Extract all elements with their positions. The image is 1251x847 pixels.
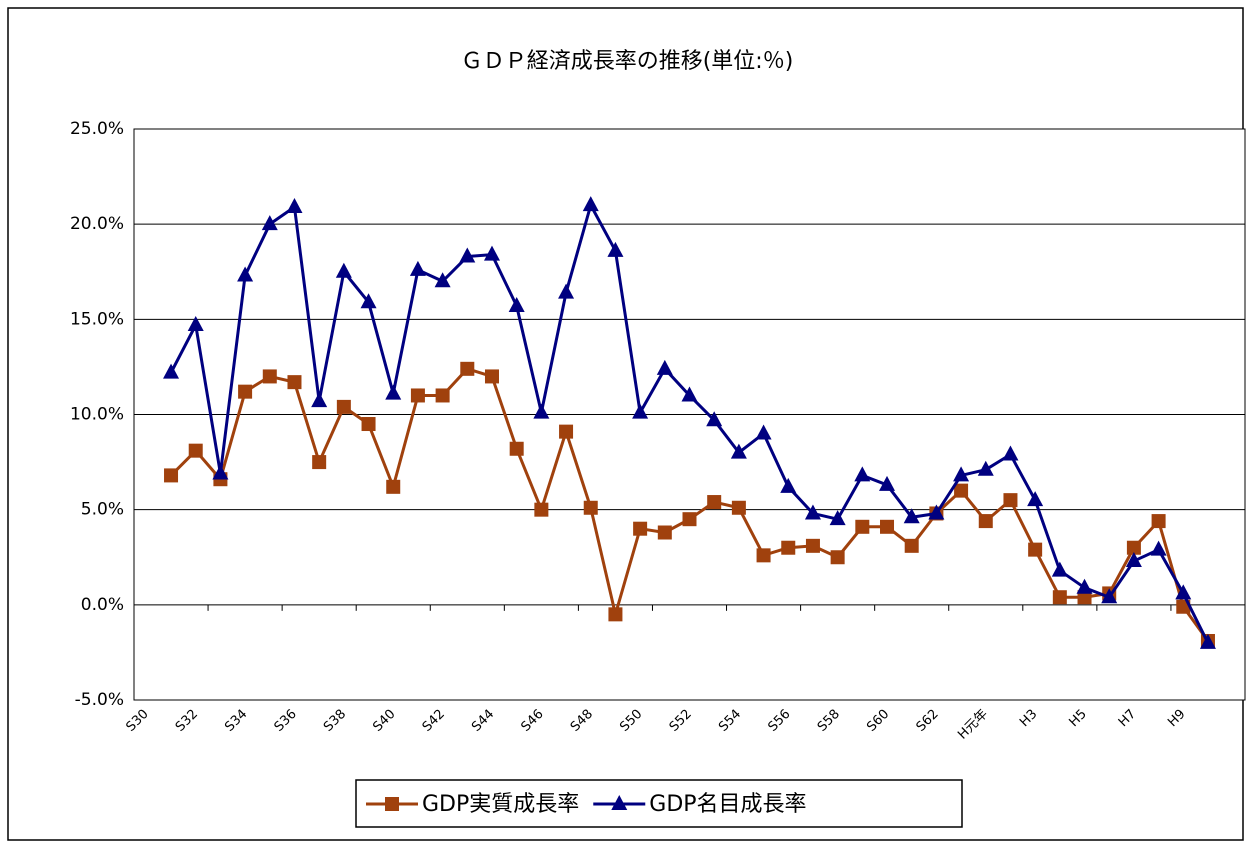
marker — [459, 247, 476, 263]
marker — [583, 500, 598, 515]
marker — [805, 538, 820, 553]
marker — [509, 441, 524, 456]
marker — [1002, 445, 1019, 461]
y-tick-label: 20.0% — [70, 214, 124, 234]
marker — [311, 392, 328, 408]
marker — [780, 477, 797, 493]
marker — [829, 510, 846, 526]
marker — [410, 388, 425, 403]
marker — [1028, 542, 1043, 557]
marker — [484, 369, 499, 384]
marker — [656, 359, 673, 375]
y-tick-label: 15.0% — [70, 309, 124, 329]
marker — [534, 502, 549, 517]
marker — [261, 215, 278, 231]
legend — [355, 779, 963, 828]
marker — [804, 504, 821, 520]
marker — [755, 424, 772, 440]
marker — [1101, 588, 1118, 604]
marker — [262, 369, 277, 384]
marker — [559, 424, 574, 439]
marker — [237, 266, 254, 282]
marker — [607, 241, 624, 257]
marker — [188, 443, 203, 458]
marker — [163, 363, 180, 379]
marker — [1175, 584, 1192, 600]
marker — [286, 198, 303, 214]
marker — [1027, 491, 1044, 507]
marker — [1003, 493, 1018, 508]
marker — [781, 540, 796, 555]
legend-marker — [385, 797, 399, 811]
marker — [483, 245, 500, 261]
marker — [977, 460, 994, 476]
marker — [460, 361, 475, 376]
legend-label: GDP実質成長率 — [422, 792, 579, 817]
marker — [1077, 590, 1092, 605]
marker — [434, 272, 451, 288]
marker — [978, 514, 993, 529]
marker — [1076, 578, 1093, 594]
marker — [1051, 561, 1068, 577]
marker — [582, 196, 599, 212]
marker — [707, 495, 722, 510]
marker — [385, 384, 402, 400]
marker — [335, 262, 352, 278]
marker — [855, 519, 870, 534]
marker — [1199, 633, 1216, 649]
marker — [830, 550, 845, 565]
marker — [287, 375, 302, 390]
marker — [508, 297, 525, 313]
marker — [238, 384, 253, 399]
y-tick-label: 5.0% — [81, 500, 124, 520]
marker — [880, 519, 895, 534]
marker — [879, 475, 896, 491]
marker — [632, 403, 649, 419]
marker — [1150, 540, 1167, 556]
marker — [558, 283, 575, 299]
marker — [633, 521, 648, 536]
marker — [706, 411, 723, 427]
y-tick-label: -5.0% — [75, 690, 124, 710]
marker — [435, 388, 450, 403]
marker — [386, 479, 401, 494]
y-tick-label: 10.0% — [70, 405, 124, 425]
y-tick-label: 0.0% — [81, 595, 124, 615]
marker — [409, 260, 426, 276]
marker — [360, 293, 377, 309]
marker — [312, 455, 327, 470]
marker — [854, 466, 871, 482]
marker — [533, 403, 550, 419]
legend-marker — [611, 795, 628, 810]
marker — [361, 417, 376, 432]
marker — [954, 483, 969, 498]
marker — [212, 464, 229, 480]
legend-label: GDP名目成長率 — [649, 792, 806, 817]
marker — [608, 607, 623, 622]
marker — [903, 508, 920, 524]
marker — [904, 538, 919, 553]
marker — [731, 500, 746, 515]
marker — [1052, 590, 1067, 605]
marker — [730, 443, 747, 459]
marker — [681, 386, 698, 402]
marker — [1126, 540, 1141, 555]
marker — [164, 468, 179, 483]
marker — [336, 399, 351, 414]
marker — [1151, 514, 1166, 529]
marker — [187, 316, 204, 332]
marker — [756, 548, 771, 563]
marker — [1125, 552, 1142, 568]
marker — [928, 504, 945, 520]
marker — [657, 525, 672, 540]
marker — [953, 466, 970, 482]
chart-title: ＧＤＰ経済成長率の推移(単位:％) — [461, 49, 794, 74]
y-tick-label: 25.0% — [70, 119, 124, 139]
marker — [682, 512, 697, 527]
